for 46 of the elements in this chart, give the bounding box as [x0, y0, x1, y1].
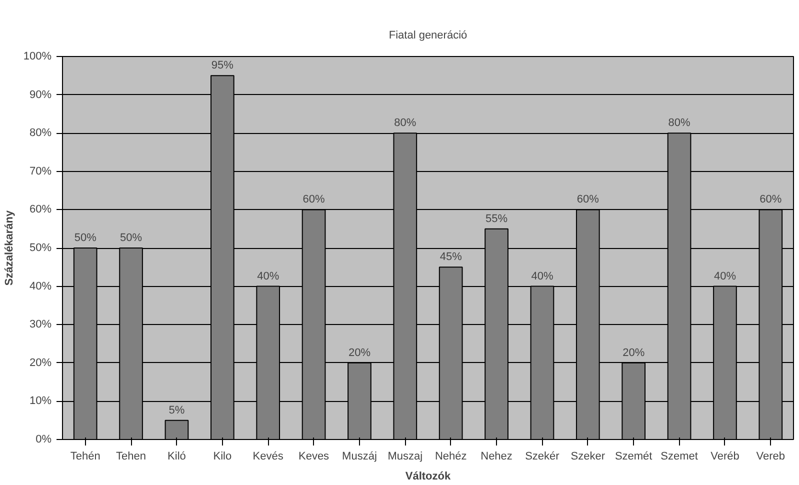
data-label: 45% — [440, 251, 462, 264]
data-label: 40% — [531, 270, 554, 282]
data-label: 80% — [394, 117, 416, 130]
data-label: 80% — [668, 117, 691, 130]
x-tick-label: Muszáj — [342, 450, 377, 462]
data-label: 60% — [760, 194, 782, 206]
x-tick-label: Nehéz — [434, 450, 467, 462]
y-tick-label: 50% — [29, 242, 52, 254]
data-label: 40% — [714, 270, 736, 282]
data-label: 40% — [257, 270, 280, 282]
y-tick-label: 40% — [29, 280, 52, 292]
x-tick-label: Tehen — [116, 450, 146, 462]
x-tick-label: Muszaj — [388, 450, 423, 462]
data-label: 50% — [74, 232, 97, 244]
x-tick-label: Szemet — [660, 450, 698, 462]
data-label: 55% — [486, 212, 508, 225]
data-label: 50% — [120, 232, 142, 244]
x-tick-label: Szekér — [525, 450, 560, 462]
x-tick-label: Keves — [298, 450, 330, 462]
data-label: 20% — [622, 346, 645, 359]
y-tick-label: 70% — [29, 165, 52, 178]
y-tick-label: 60% — [29, 204, 52, 216]
data-label: 60% — [302, 194, 326, 206]
data-label: 5% — [168, 404, 185, 416]
data-label: 95% — [211, 60, 234, 72]
x-tick-label: Vereb — [756, 450, 786, 462]
data-label: 20% — [348, 346, 371, 359]
y-tick-label: 0% — [36, 434, 52, 446]
y-tick-label: 30% — [29, 318, 52, 331]
y-tick-label: 20% — [29, 356, 52, 369]
y-axis-title: Százalékarány — [3, 210, 16, 286]
x-tick-label: Tehén — [70, 450, 100, 462]
data-label: 60% — [576, 194, 600, 206]
x-tick-label: Nehez — [480, 450, 512, 462]
y-tick-label: 10% — [29, 395, 52, 408]
x-tick-label: Kiló — [168, 450, 186, 462]
y-tick-label: 80% — [29, 127, 52, 140]
x-tick-label: Szemét — [614, 450, 652, 462]
x-tick-label: Veréb — [710, 450, 740, 462]
x-tick-label: Kevés — [252, 450, 284, 462]
y-tick-label: 90% — [29, 88, 52, 101]
x-tick-label: Szeker — [570, 450, 606, 462]
chart-title: Fiatal generáció — [388, 30, 468, 42]
y-tick-label: 100% — [23, 50, 52, 62]
x-tick-label: Kilo — [213, 450, 232, 462]
x-axis-title: Változók — [405, 470, 452, 482]
